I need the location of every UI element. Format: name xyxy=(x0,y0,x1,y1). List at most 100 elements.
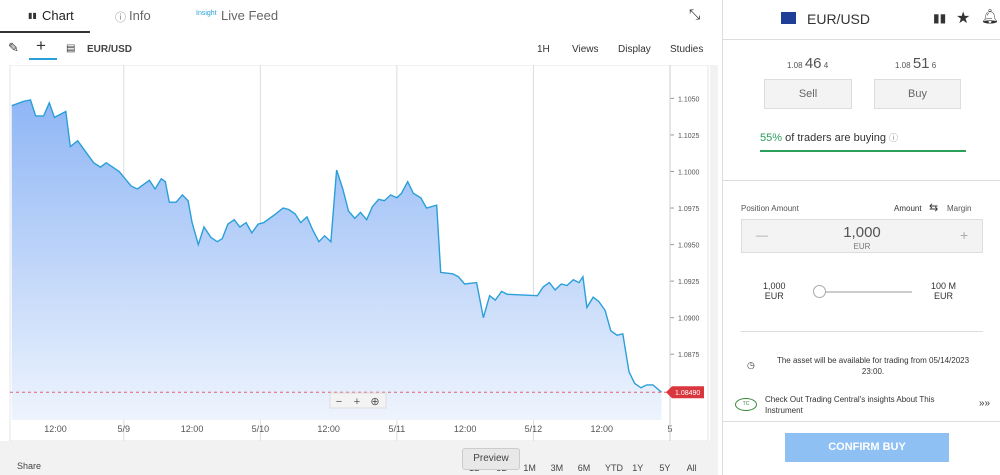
menu-studies[interactable]: Studies xyxy=(670,44,704,55)
bell-icon[interactable]: 🔔︎ xyxy=(981,8,999,24)
area xyxy=(11,99,662,421)
menu-interval[interactable]: 1H xyxy=(537,44,550,55)
range-button[interactable]: YTD xyxy=(605,463,623,473)
minus[interactable]: — xyxy=(756,228,768,242)
big-figure: 1.08 xyxy=(895,61,911,70)
divider xyxy=(723,421,1000,422)
max-unit: EUR xyxy=(934,291,954,301)
last-price-tag xyxy=(666,386,704,399)
tab-live-feed[interactable]: Live Feed xyxy=(221,8,279,23)
x-tick-label: 12:00 xyxy=(44,424,67,434)
sentiment: 55% of traders are buying ⓘ xyxy=(760,132,899,144)
panel-header: EUR/USD ▮▮ ★ 🔔︎ xyxy=(723,0,1000,40)
sentiment-percent: 55% xyxy=(760,132,783,144)
tab-info[interactable]: Info xyxy=(129,8,151,23)
buy-button[interactable]: Buy xyxy=(874,79,961,109)
x-tick-label: 12:00 xyxy=(181,424,204,434)
min-value: 1,000 xyxy=(763,281,786,291)
y-tick-label: 1.0925 xyxy=(678,279,700,286)
tab-bar: ▮▮ Chart ⓘ Info Insight Live Feed ⤡ xyxy=(0,0,718,33)
slider-max: 100 M EUR xyxy=(931,281,956,301)
arrow-icon[interactable]: »» xyxy=(979,398,991,409)
y-tick-label: 1.0875 xyxy=(678,352,700,359)
amount-input[interactable]: — 1,000 EUR + xyxy=(741,219,983,253)
notice: The asset will be available for trading … xyxy=(776,356,970,376)
zoom-controls: − + ⊕ xyxy=(329,392,387,409)
y-tick-label: 1.1050 xyxy=(678,96,700,103)
amount-unit: EUR xyxy=(853,242,871,251)
preview-button[interactable]: Preview xyxy=(462,448,520,470)
fraction: 4 xyxy=(823,61,829,70)
crosshair-icon[interactable]: + xyxy=(36,36,46,55)
slider-thumb[interactable] xyxy=(813,285,826,298)
draw-icon[interactable]: ✎ xyxy=(8,40,19,55)
compare-icon[interactable]: ▤ xyxy=(66,43,76,54)
zoom-button[interactable]: + xyxy=(354,396,360,408)
chart-pane: ▮▮ Chart ⓘ Info Insight Live Feed ⤡ ✎ + … xyxy=(0,0,718,475)
range-button[interactable]: 6M xyxy=(577,463,591,473)
amount-value: 1,000 xyxy=(843,224,881,241)
y-tick-label: 1.1025 xyxy=(678,133,700,140)
zoom-button[interactable]: − xyxy=(336,396,342,408)
x-tick-label: 12:00 xyxy=(454,424,477,434)
range-button[interactable]: All xyxy=(686,463,697,473)
amount-toggle[interactable]: Amount xyxy=(894,204,922,213)
swap-icon[interactable]: ⇆ xyxy=(929,202,939,214)
zoom-box xyxy=(329,392,387,409)
fraction: 6 xyxy=(931,61,937,70)
star-icon[interactable]: ★ xyxy=(956,10,971,27)
menu-views[interactable]: Views xyxy=(572,44,599,55)
last-price-label: 1.08490 xyxy=(675,390,700,397)
slider-track xyxy=(819,291,912,293)
sentiment-bar xyxy=(760,150,966,152)
range-button[interactable]: 1Y xyxy=(632,463,644,473)
symbol: EUR/USD xyxy=(87,44,133,55)
tab-insight[interactable]: Insight xyxy=(196,10,217,17)
crosshair-underline xyxy=(29,58,57,60)
chart-icon: ▮▮ xyxy=(28,11,37,20)
tab-chart[interactable]: Chart xyxy=(42,8,74,23)
trade-panel: EUR/USD ▮▮ ★ 🔔︎ 1.08 46 4 1.08 51 6 Sell… xyxy=(722,0,1000,475)
max-value: 100 M xyxy=(931,281,957,291)
info-icon: ⓘ xyxy=(115,12,126,24)
price-line xyxy=(11,99,662,393)
pips: 46 xyxy=(804,55,822,72)
share[interactable]: Share xyxy=(17,461,42,471)
margin-toggle[interactable]: Margin xyxy=(947,204,972,213)
divider xyxy=(741,331,983,332)
flag-icon xyxy=(781,12,796,24)
menu-display[interactable]: Display xyxy=(618,44,651,55)
chart-icon[interactable]: ▮▮ xyxy=(933,11,947,25)
x-tick-label: 5/9 xyxy=(118,424,131,434)
bottom-bar: Share 1D5D1M3M6MYTD1Y5YAll Preview xyxy=(0,448,718,475)
divider xyxy=(723,180,1000,181)
tab-underline xyxy=(0,31,90,33)
x-tick-label: 5/12 xyxy=(525,424,543,434)
buy-price: 1.08 51 6 xyxy=(895,55,936,72)
x-tick-label: 12:00 xyxy=(590,424,613,434)
y-tick-label: 1.0900 xyxy=(678,316,700,323)
range-button[interactable]: 1M xyxy=(523,463,536,473)
x-tick-label: 12:00 xyxy=(317,424,340,434)
min-unit: EUR xyxy=(764,291,784,301)
chart-area: 12:00 5/9 12:00 5/10 12:00 5/11 12:00 5/12 12:00… xyxy=(0,64,710,442)
toolbar: ✎ + ▤ EUR/USD 1H Views Display Studies xyxy=(0,33,718,65)
range-button[interactable]: 3M xyxy=(550,463,564,473)
range-button[interactable]: 5Y xyxy=(659,463,671,473)
zoom-button[interactable]: ⊕ xyxy=(370,396,379,408)
x-tick-label: 5/11 xyxy=(388,424,405,434)
position-label: Position Amount xyxy=(741,204,799,213)
confirm-button[interactable]: CONFIRM BUY xyxy=(785,433,949,462)
y-tick-label: 1.0950 xyxy=(678,243,700,250)
plus[interactable]: + xyxy=(960,227,969,243)
sell-price: 1.08 46 4 xyxy=(787,55,828,72)
big-figure: 1.08 xyxy=(787,61,803,70)
clock-icon: ◷ xyxy=(747,360,755,370)
y-tick-label: 1.0975 xyxy=(678,206,700,213)
chart: 12:00 5/9 12:00 5/10 12:00 5/11 12:00 5/12 12:00… xyxy=(9,64,709,442)
fullscreen-icon[interactable]: ⤡ xyxy=(689,6,701,22)
x-tick-label: 5/10 xyxy=(252,424,270,434)
sell-button[interactable]: Sell xyxy=(764,79,852,109)
insights-link[interactable]: Check Out Trading Central's insights Abo… xyxy=(765,395,935,415)
